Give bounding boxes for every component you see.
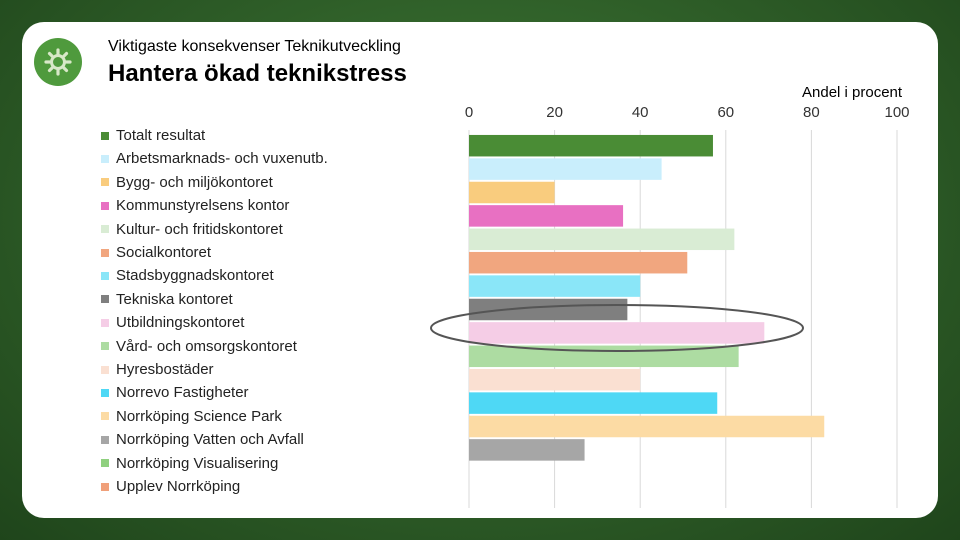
bar-14 — [469, 439, 585, 461]
legend-label: Norrevo Fastigheter — [116, 384, 249, 402]
legend-swatch — [101, 131, 109, 140]
legend-swatch — [101, 459, 109, 468]
legend-item: Bygg- och miljökontoret — [101, 174, 273, 191]
x-tick-label: 40 — [631, 104, 649, 121]
legend-label: Norrköping Visualisering — [116, 454, 279, 472]
legend-swatch — [101, 388, 109, 397]
bars — [469, 134, 825, 461]
bar-5 — [469, 228, 735, 251]
legend-item: Norrköping Visualisering — [101, 455, 278, 472]
legend-swatch — [101, 201, 109, 210]
bar-9 — [469, 322, 765, 344]
legend-label: Kommunstyrelsens kontor — [116, 197, 290, 215]
bar-3 — [469, 181, 555, 204]
legend-swatch — [101, 248, 109, 257]
x-tick-label: 100 — [884, 104, 910, 121]
bar-1 — [469, 134, 713, 157]
legend-item: Norrevo Fastigheter — [101, 384, 249, 401]
legend-swatch — [101, 271, 109, 280]
legend-item: Norrköping Vatten och Avfall — [101, 431, 304, 448]
legend-swatch — [101, 435, 109, 444]
legend-swatch — [101, 295, 109, 304]
legend-swatch — [101, 365, 109, 374]
legend-item: Stadsbyggnadskontoret — [101, 267, 274, 284]
gear-icon — [44, 48, 72, 76]
legend-swatch — [101, 178, 109, 187]
legend-item: Socialkontoret — [101, 244, 211, 261]
legend-swatch — [101, 342, 109, 351]
legend-swatch — [101, 482, 109, 491]
slide-subtitle: Viktigaste konsekvenser Teknikutveckling — [108, 38, 401, 55]
bar-12 — [469, 392, 718, 414]
legend-swatch — [101, 318, 109, 327]
x-tick-label: 20 — [546, 104, 563, 121]
gear-badge — [34, 38, 82, 86]
legend-label: Arbetsmarknads- och vuxenutb. — [116, 150, 328, 168]
legend-item: Kultur- och fritidskontoret — [101, 221, 283, 238]
legend-label: Kultur- och fritidskontoret — [116, 220, 283, 238]
slide-title: Hantera ökad teknikstress — [108, 60, 407, 87]
x-tick-label: 0 — [464, 104, 474, 121]
legend-label: Socialkontoret — [116, 244, 212, 261]
legend-item: Utbildningskontoret — [101, 314, 244, 331]
legend-label: Stadsbyggnadskontoret — [116, 267, 274, 285]
legend-label: Hyresbostäder — [116, 361, 214, 378]
legend-item: Upplev Norrköping — [101, 478, 240, 495]
bar-2 — [469, 158, 662, 180]
legend-label: Upplev Norrköping — [116, 478, 241, 495]
bar-4 — [469, 205, 624, 227]
legend-item: Totalt resultat — [101, 127, 205, 144]
legend-label: Bygg- och miljökontoret — [116, 173, 273, 191]
legend-item: Vård- och omsorgskontoret — [101, 338, 297, 355]
legend-label: Norrköping Vatten och Avfall — [116, 431, 304, 449]
legend-label: Tekniska kontoret — [116, 290, 233, 308]
bar-13 — [469, 415, 825, 438]
legend-item: Norrköping Science Park — [101, 408, 282, 425]
legend-label: Totalt resultat — [116, 127, 206, 144]
bar-8 — [469, 298, 628, 321]
bar-7 — [469, 275, 641, 297]
legend-label: Norrköping Science Park — [116, 407, 282, 425]
bar-11 — [469, 368, 641, 391]
legend-item: Arbetsmarknads- och vuxenutb. — [101, 150, 328, 167]
bar-6 — [469, 251, 688, 274]
legend-item: Hyresbostäder — [101, 361, 214, 378]
highlight-ellipse — [430, 304, 804, 352]
legend-item: Kommunstyrelsens kontor — [101, 197, 289, 214]
legend-swatch — [101, 225, 109, 234]
x-tick-label: 80 — [803, 104, 820, 121]
x-tick-label: 60 — [717, 104, 735, 121]
x-axis-title: Andel i procent — [802, 84, 903, 101]
legend-swatch — [101, 154, 109, 163]
legend-label: Vård- och omsorgskontoret — [116, 337, 297, 355]
legend-item: Tekniska kontoret — [101, 291, 233, 308]
legend-label: Utbildningskontoret — [116, 314, 245, 332]
legend-swatch — [101, 412, 109, 421]
